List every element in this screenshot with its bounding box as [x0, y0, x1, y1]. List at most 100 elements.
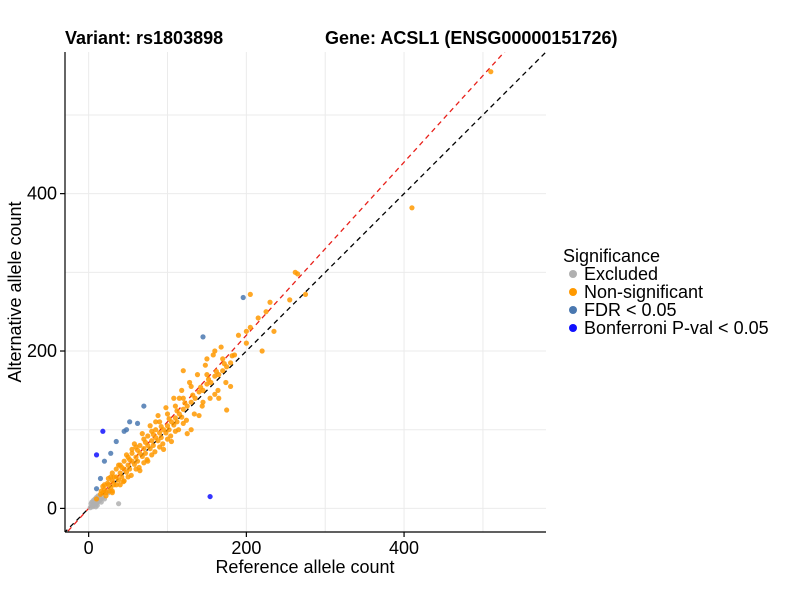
point-non-significant: [133, 454, 139, 460]
point-bonferroni-p-val-0-05: [93, 452, 100, 458]
point-non-significant: [174, 408, 180, 414]
point-non-significant: [127, 457, 133, 463]
point-non-significant: [196, 389, 202, 395]
point-non-significant: [179, 387, 185, 393]
point-fdr-0-05: [121, 428, 127, 434]
point-non-significant: [104, 480, 111, 486]
point-fdr-0-05: [200, 334, 206, 340]
point-non-significant: [152, 449, 158, 455]
point-non-significant: [409, 205, 415, 211]
point-non-significant: [267, 299, 273, 305]
point-non-significant: [207, 395, 213, 401]
point-non-significant: [127, 466, 133, 472]
point-non-significant: [123, 452, 130, 458]
point-non-significant: [172, 415, 178, 421]
point-non-significant: [488, 69, 494, 75]
legend-label: Excluded: [584, 264, 658, 284]
point-non-significant: [109, 478, 115, 484]
legend-title: Significance: [563, 246, 660, 266]
point-non-significant: [204, 356, 210, 362]
point-non-significant: [139, 431, 145, 437]
point-non-significant: [141, 445, 147, 452]
grid-lines: [65, 52, 546, 532]
point-non-significant: [263, 309, 269, 315]
point-non-significant: [227, 360, 234, 366]
point-non-significant: [183, 417, 190, 423]
point-non-significant: [163, 430, 169, 436]
point-non-significant: [98, 488, 104, 494]
point-non-significant: [202, 362, 208, 368]
point-non-significant: [171, 422, 177, 428]
point-non-significant: [158, 423, 164, 430]
point-non-significant: [160, 446, 167, 452]
legend-key-bonferroni-p-val-0-05: [569, 324, 577, 332]
point-non-significant: [188, 427, 194, 433]
point-non-significant: [295, 271, 301, 277]
point-non-significant: [139, 453, 145, 460]
chart-title-variant: Variant: rs1803898: [65, 28, 223, 48]
y-axis-label: Alternative allele count: [5, 201, 25, 382]
point-non-significant: [111, 474, 117, 480]
legend: Significance ExcludedNon-significantFDR …: [563, 246, 769, 338]
point-non-significant: [137, 468, 143, 474]
point-non-significant: [137, 442, 143, 449]
point-non-significant: [147, 445, 153, 452]
point-non-significant: [141, 460, 147, 466]
axes: [64, 52, 546, 533]
point-non-significant: [155, 438, 161, 444]
point-fdr-0-05: [97, 475, 104, 482]
point-non-significant: [93, 496, 100, 502]
point-non-significant: [145, 458, 151, 464]
point-fdr-0-05: [240, 294, 246, 301]
point-non-significant: [163, 405, 169, 411]
point-non-significant: [134, 458, 141, 464]
point-non-significant: [131, 441, 137, 447]
point-non-significant: [164, 436, 171, 442]
point-non-significant: [243, 340, 249, 346]
point-non-significant: [149, 452, 155, 458]
point-non-significant: [129, 450, 135, 456]
point-non-significant: [243, 328, 249, 334]
y-tick-label: 400: [27, 184, 57, 204]
point-non-significant: [145, 433, 151, 439]
point-non-significant: [119, 464, 125, 471]
point-non-significant: [235, 332, 242, 338]
x-axis-label: Reference allele count: [215, 557, 394, 577]
point-non-significant: [180, 368, 186, 374]
point-fdr-0-05: [134, 420, 141, 427]
point-non-significant: [176, 395, 182, 401]
point-non-significant: [224, 407, 230, 413]
point-non-significant: [153, 419, 159, 425]
point-non-significant: [172, 403, 178, 409]
point-non-significant: [180, 420, 186, 427]
chart-title-gene: Gene: ACSL1 (ENSG00000151726): [325, 28, 617, 48]
point-non-significant: [223, 379, 229, 386]
point-non-significant: [191, 411, 197, 417]
point-non-significant: [186, 379, 193, 386]
point-non-significant: [142, 450, 149, 456]
point-non-significant: [164, 423, 171, 429]
point-non-significant: [231, 352, 238, 358]
point-non-significant: [119, 474, 125, 480]
point-non-significant: [220, 356, 226, 362]
point-non-significant: [174, 419, 180, 425]
point-excluded: [89, 499, 95, 505]
point-non-significant: [109, 470, 115, 476]
point-fdr-0-05: [93, 486, 100, 492]
point-non-significant: [212, 348, 218, 354]
point-non-significant: [271, 328, 277, 334]
point-non-significant: [216, 395, 222, 401]
point-excluded: [93, 504, 99, 510]
point-non-significant: [155, 412, 161, 419]
point-non-significant: [180, 406, 186, 412]
point-non-significant: [134, 447, 141, 453]
point-non-significant: [117, 470, 123, 476]
x-tick-label: 200: [231, 538, 261, 558]
point-non-significant: [157, 430, 163, 436]
point-bonferroni-p-val-0-05: [100, 428, 106, 434]
point-non-significant: [194, 372, 201, 378]
point-non-significant: [218, 344, 224, 350]
point-non-significant: [160, 441, 166, 447]
point-non-significant: [190, 392, 196, 398]
